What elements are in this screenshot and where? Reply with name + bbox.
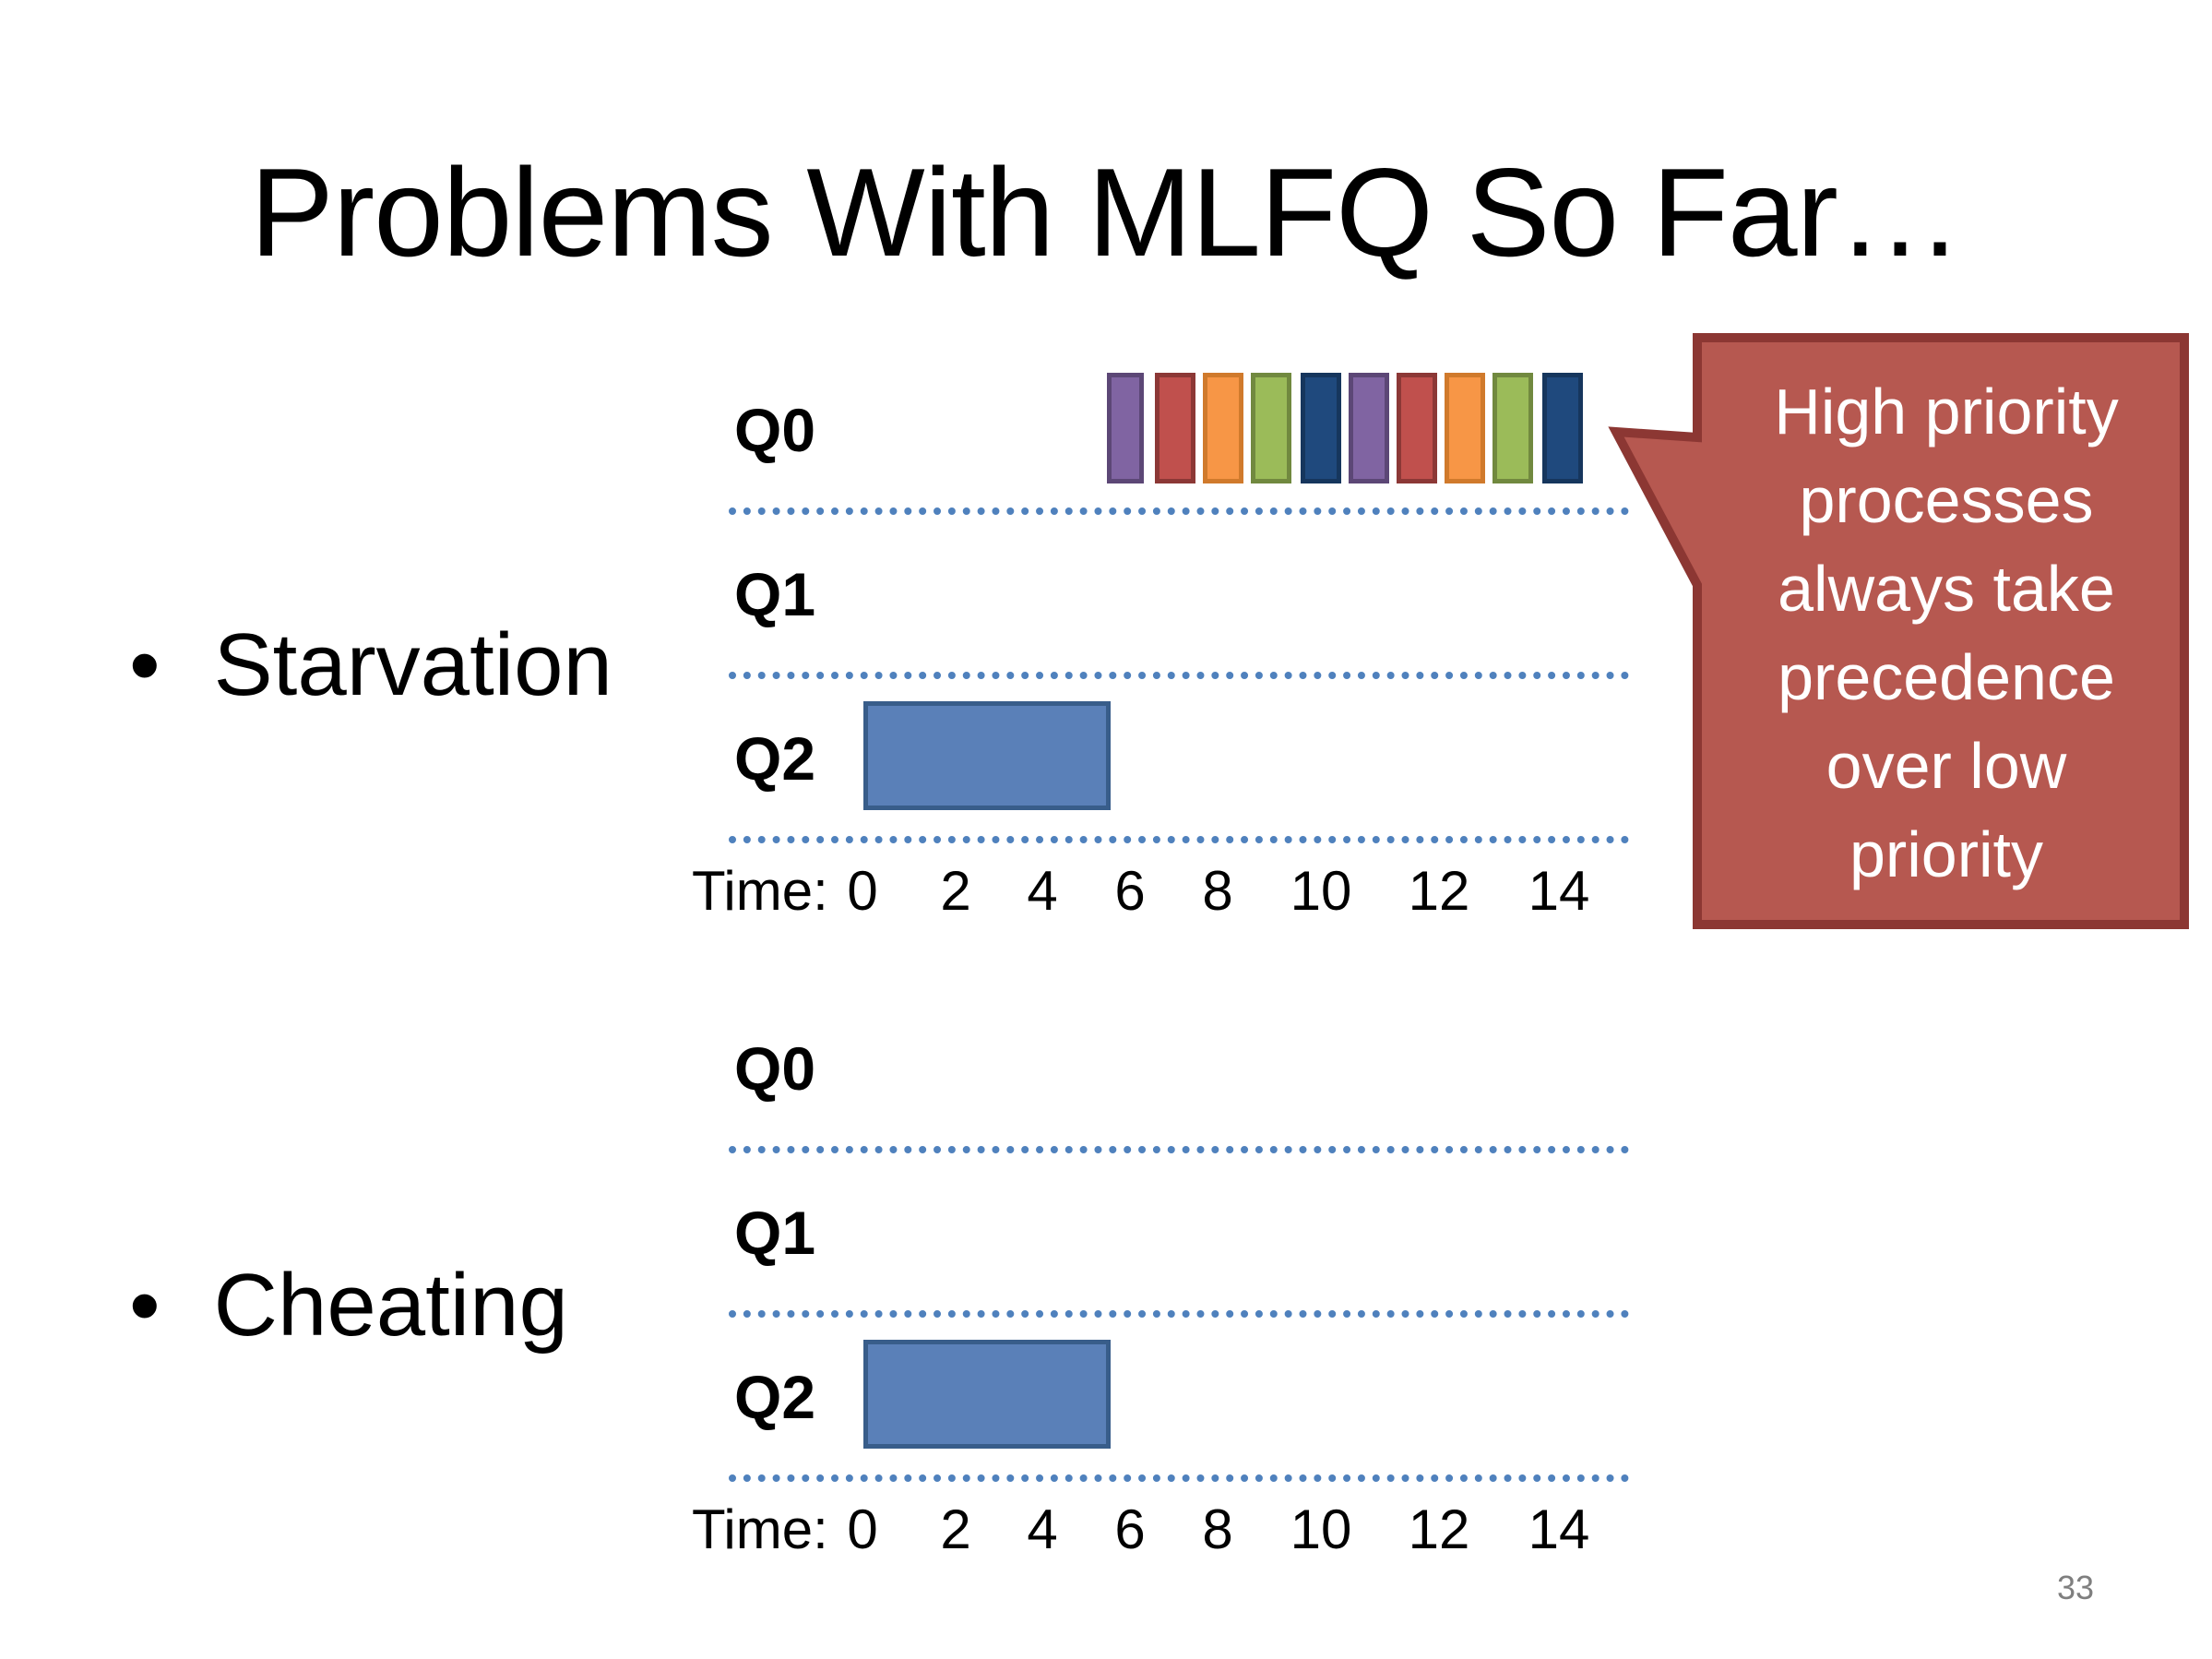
time-tick: 10 xyxy=(1290,860,1352,922)
time-tick: 2 xyxy=(940,1498,971,1560)
queue-divider xyxy=(729,836,1629,843)
time-tick: 4 xyxy=(1027,1498,1058,1560)
time-slice xyxy=(1349,373,1389,483)
callout-text: High priority processes always take prec… xyxy=(1774,376,2119,890)
time-tick: 6 xyxy=(1114,860,1146,922)
time-tick: 8 xyxy=(1202,1498,1233,1560)
time-slice xyxy=(1251,373,1291,483)
queue-divider xyxy=(729,1474,1629,1482)
time-tick: 12 xyxy=(1408,860,1470,922)
queue-label-q2: Q2 xyxy=(734,724,816,793)
queue-divider xyxy=(729,1310,1629,1318)
time-slice xyxy=(1493,373,1533,483)
q0-time-slices xyxy=(1107,373,1605,487)
queue-divider xyxy=(729,507,1629,515)
bullet-label: Starvation xyxy=(213,615,612,714)
time-tick: 12 xyxy=(1408,1498,1470,1560)
queue-label-q1: Q1 xyxy=(734,560,816,628)
time-axis-label: Time: xyxy=(692,860,828,922)
low-priority-job xyxy=(863,701,1111,810)
time-tick: 0 xyxy=(847,1498,878,1560)
bullet-label: Cheating xyxy=(213,1256,568,1355)
callout-box xyxy=(1608,333,2189,929)
time-slice xyxy=(1155,373,1195,483)
bullet-starvation: • Starvation xyxy=(129,615,612,716)
queue-label-q1: Q1 xyxy=(734,1199,816,1267)
queue-label-q0: Q0 xyxy=(734,396,816,464)
time-axis: Time: 0 2 4 6 8 10 12 14 xyxy=(692,854,1633,928)
queue-label-q2: Q2 xyxy=(734,1363,816,1431)
time-tick: 6 xyxy=(1114,1498,1146,1560)
time-tick: 8 xyxy=(1202,860,1233,922)
bullet-glyph: • xyxy=(129,615,161,714)
time-slice xyxy=(1107,373,1144,483)
callout-shape xyxy=(1608,333,2189,929)
time-axis: Time: 0 2 4 6 8 10 12 14 xyxy=(692,1493,1633,1567)
queue-label-q0: Q0 xyxy=(734,1034,816,1103)
time-slice xyxy=(1203,373,1243,483)
low-priority-job xyxy=(863,1340,1111,1449)
queue-divider xyxy=(729,672,1629,679)
time-slice xyxy=(1542,373,1583,483)
time-tick: 0 xyxy=(847,860,878,922)
slide-title: Problems With MLFQ So Far… xyxy=(250,142,1963,282)
time-slice xyxy=(1445,373,1485,483)
bullet-cheating: • Cheating xyxy=(129,1255,568,1356)
time-tick: 10 xyxy=(1290,1498,1352,1560)
time-tick: 14 xyxy=(1528,1498,1590,1560)
bullet-glyph: • xyxy=(129,1256,161,1355)
time-slice xyxy=(1397,373,1437,483)
time-tick: 2 xyxy=(940,860,971,922)
time-axis-label: Time: xyxy=(692,1498,828,1560)
page-number: 33 xyxy=(2056,1569,2094,1606)
time-tick: 4 xyxy=(1027,860,1058,922)
time-tick: 14 xyxy=(1528,860,1590,922)
queue-divider xyxy=(729,1146,1629,1153)
time-slice xyxy=(1301,373,1341,483)
